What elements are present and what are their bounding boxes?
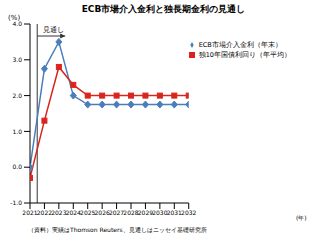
svg-text:2021: 2021	[22, 209, 37, 216]
svg-text:2029: 2029	[138, 209, 153, 216]
html-text:独10年国債利回り（年平均）: 独10年国債利回り（年平均）	[198, 51, 291, 59]
svg-text:2023: 2023	[51, 209, 66, 216]
svg-text:2025: 2025	[80, 209, 95, 216]
svg-text:1.0: 1.0	[12, 128, 22, 135]
svg-text:-1.0: -1.0	[10, 199, 22, 206]
svg-text:0.0: 0.0	[12, 163, 22, 170]
svg-text:2027: 2027	[109, 209, 124, 216]
svg-text:2026: 2026	[95, 209, 110, 216]
svg-text:2030: 2030	[152, 209, 167, 216]
html-text:（資料）実績はThomson Reuters、見通しはニッセ: （資料）実績はThomson Reuters、見通しはニッセイ基礎研究所	[28, 226, 207, 233]
svg-text:3.0: 3.0	[12, 56, 22, 63]
html-text:ECB市場介入金利（年末）: ECB市場介入金利（年末）	[198, 41, 282, 49]
svg-text:2031: 2031	[167, 209, 182, 216]
svg-text:見通し: 見通し	[43, 26, 64, 34]
svg-text:2028: 2028	[123, 209, 138, 216]
svg-text:2022: 2022	[37, 209, 52, 216]
html-text:ECB市場介入金利と独長期金利の見通し: ECB市場介入金利と独長期金利の見通し	[81, 4, 246, 14]
html-text:(年): (年)	[296, 214, 307, 221]
svg-text:2024: 2024	[66, 209, 81, 216]
svg-text:2032: 2032	[181, 209, 196, 216]
svg-text:4.0: 4.0	[12, 20, 22, 27]
svg-text:2.0: 2.0	[12, 92, 22, 99]
